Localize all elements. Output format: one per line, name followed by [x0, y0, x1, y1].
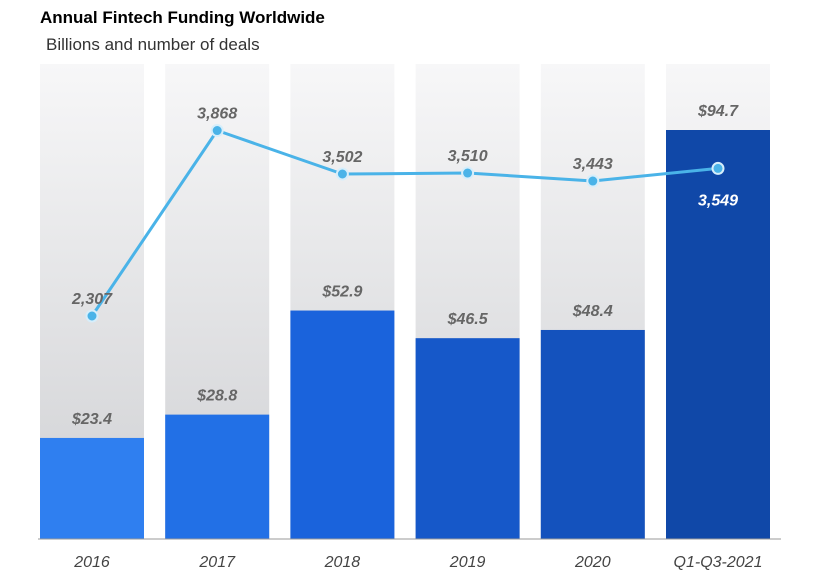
funding-bar-label: $48.4	[572, 303, 613, 320]
deal-count-point	[85, 309, 99, 323]
deal-count-line	[90, 129, 719, 317]
funding-bar-label: $94.7	[697, 103, 739, 120]
funding-bar	[415, 338, 520, 539]
deal-count-label: 3,510	[448, 148, 488, 165]
funding-bar-label: $28.8	[196, 388, 237, 405]
chart-title: Annual Fintech Funding Worldwide	[40, 8, 325, 27]
deal-count-label: 3,549	[698, 192, 738, 209]
funding-bar	[666, 130, 770, 539]
x-tick-label: 2017	[198, 554, 236, 570]
deal-count-label: 3,502	[322, 149, 362, 166]
funding-bar	[40, 437, 144, 539]
x-tick-label: 2019	[449, 554, 486, 570]
funding-bar-label: $23.4	[71, 411, 112, 428]
deal-count-point	[461, 166, 475, 180]
deal-count-point	[711, 161, 725, 175]
x-tick-label: Q1-Q3-2021	[674, 554, 763, 570]
funding-bar-label: $52.9	[321, 284, 362, 301]
deal-count-point	[586, 174, 600, 188]
x-tick-label: 2018	[324, 554, 361, 570]
deal-count-label: 3,868	[197, 106, 237, 123]
deal-count-label: 2,307	[71, 291, 113, 308]
funding-bar-label: $46.5	[447, 311, 489, 328]
x-tick-label: 2020	[574, 554, 611, 570]
chart-subtitle: Billions and number of deals	[46, 35, 260, 54]
deal-count-point	[210, 124, 224, 138]
deal-count-label: 3,443	[573, 156, 613, 173]
x-tick-label: 2016	[73, 554, 110, 570]
funding-bar	[165, 414, 270, 539]
deal-count-point	[335, 167, 349, 181]
funding-bar	[290, 310, 395, 539]
funding-bar	[540, 329, 645, 539]
